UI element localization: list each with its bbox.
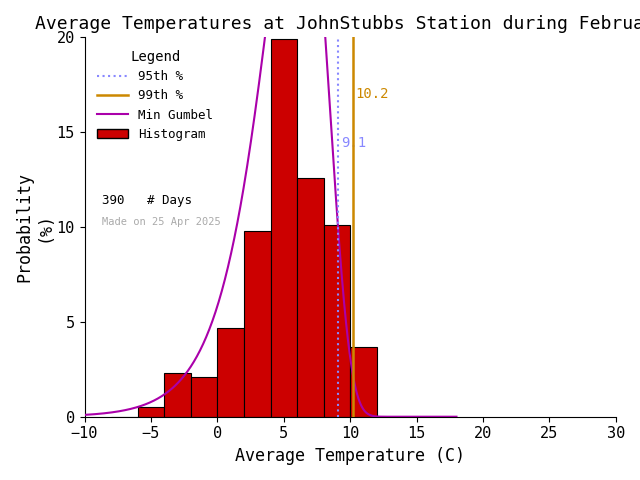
- Legend: 95th %, 99th %, Min Gumbel, Histogram: 95th %, 99th %, Min Gumbel, Histogram: [91, 44, 220, 147]
- Bar: [138, 407, 164, 417]
- Title: Average Temperatures at JohnStubbs Station during February: Average Temperatures at JohnStubbs Stati…: [35, 15, 640, 33]
- Text: Made on 25 Apr 2025: Made on 25 Apr 2025: [102, 217, 220, 227]
- Text: 10.2: 10.2: [356, 87, 389, 101]
- Bar: [244, 231, 271, 417]
- Bar: [350, 347, 377, 417]
- Text: 390   # Days: 390 # Days: [102, 194, 191, 207]
- Y-axis label: Probability
(%): Probability (%): [15, 172, 54, 282]
- Bar: [324, 225, 350, 417]
- Bar: [164, 373, 191, 417]
- Bar: [191, 377, 218, 417]
- X-axis label: Average Temperature (C): Average Temperature (C): [236, 447, 465, 465]
- Bar: [271, 39, 297, 417]
- Bar: [297, 178, 324, 417]
- Bar: [218, 327, 244, 417]
- Text: 9.1: 9.1: [341, 136, 366, 150]
